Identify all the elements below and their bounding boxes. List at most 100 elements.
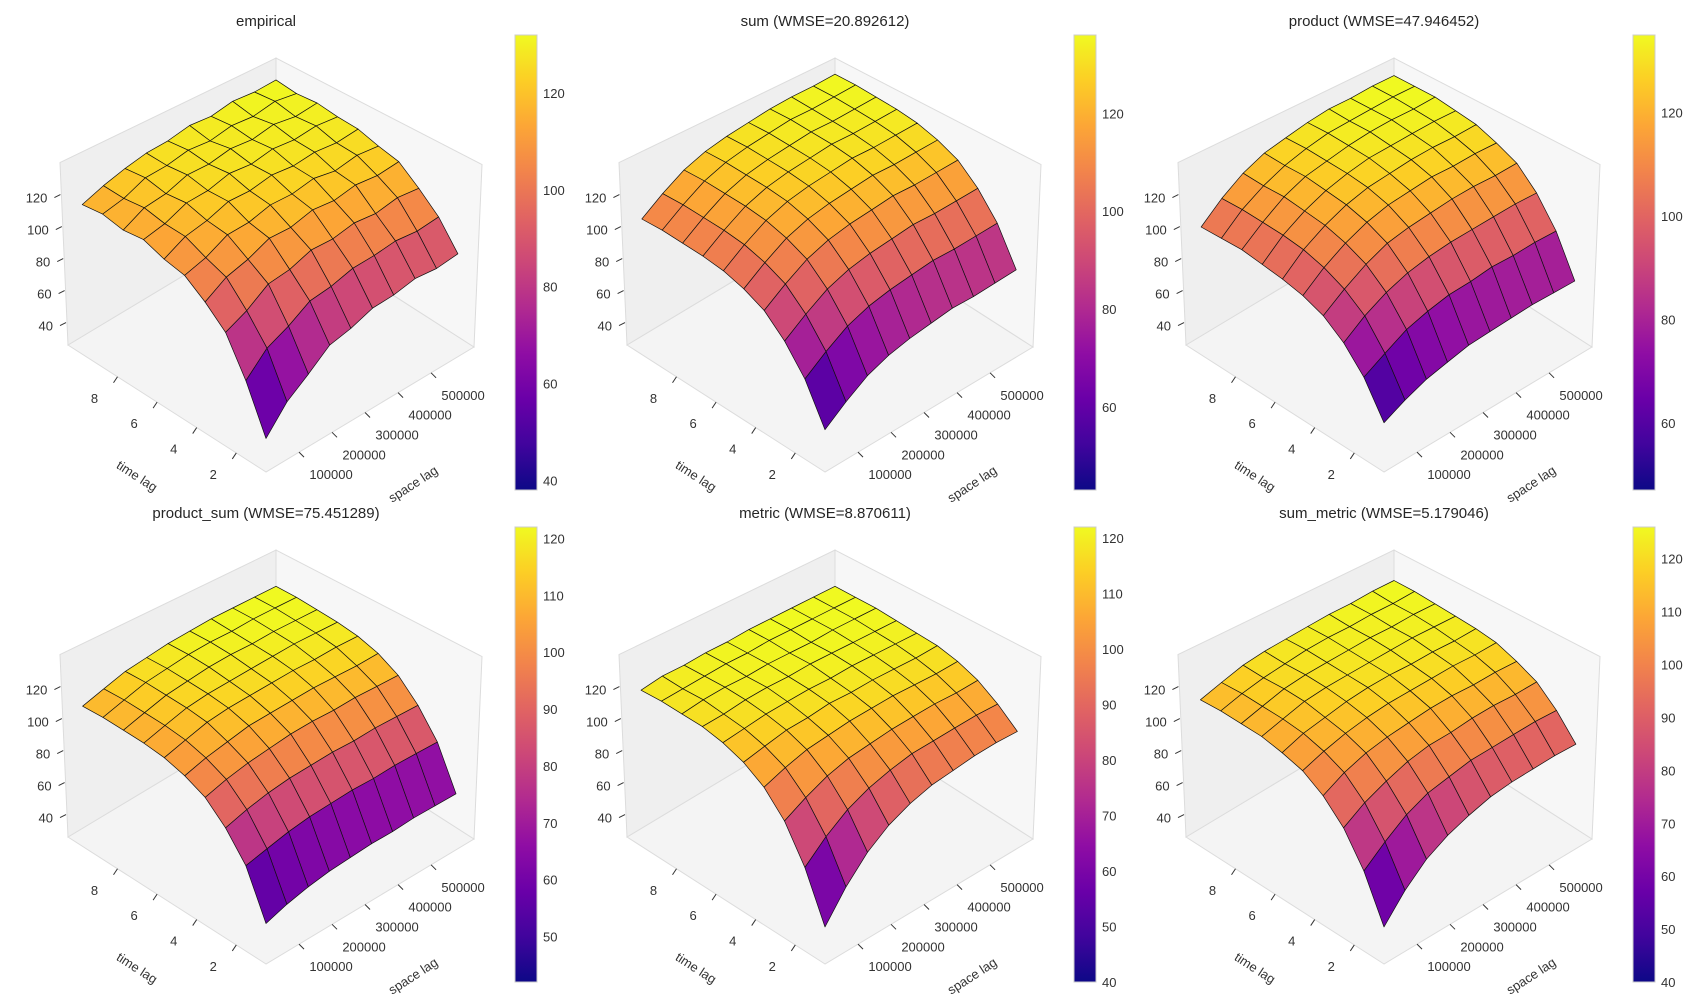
z-tick-label: 60 xyxy=(1155,287,1169,302)
z-tick-mark xyxy=(1176,782,1183,787)
colorbar-tick-label: 100 xyxy=(1661,209,1683,224)
z-tick-label: 60 xyxy=(37,779,51,794)
colorbar-tick-label: 120 xyxy=(543,86,565,101)
z-tick-label: 80 xyxy=(1154,255,1168,270)
space-axis-label: space lag xyxy=(945,955,1000,998)
colorbar-tick-label: 70 xyxy=(1661,816,1675,831)
space-tick-mark xyxy=(298,943,305,950)
time-tick-mark xyxy=(751,427,757,434)
space-tick-mark xyxy=(1482,412,1489,418)
z-tick-label: 120 xyxy=(1144,683,1166,698)
subplot-product_sum: product_sum (WMSE=75.451289) 40 60 80 100 120… xyxy=(0,492,565,997)
colorbar-tick-label: 120 xyxy=(1102,106,1124,121)
time-tick-label: 2 xyxy=(1328,959,1335,974)
colorbar-tick-label: 40 xyxy=(1102,975,1116,990)
space-tick-mark xyxy=(923,412,930,418)
z-tick-label: 60 xyxy=(37,287,51,302)
colorbar-tick-label: 80 xyxy=(1102,302,1116,317)
space-tick-mark xyxy=(397,884,404,890)
subplot-title: product (WMSE=47.946452) xyxy=(1289,13,1480,30)
z-tick-label: 100 xyxy=(27,223,49,238)
space-tick-label: 500000 xyxy=(1000,880,1043,895)
z-tick-label: 100 xyxy=(1145,715,1167,730)
space-tick-label: 100000 xyxy=(1427,959,1470,974)
space-tick-mark xyxy=(1449,431,1456,438)
subplot-title: product_sum (WMSE=75.451289) xyxy=(152,505,379,522)
z-tick-mark xyxy=(56,258,64,263)
space-tick-mark xyxy=(956,884,963,890)
z-tick-label: 100 xyxy=(586,223,608,238)
colorbar-tick-label: 40 xyxy=(543,473,557,488)
z-tick-label: 40 xyxy=(1157,319,1171,334)
space-tick-label: 200000 xyxy=(901,939,944,954)
space-tick-label: 400000 xyxy=(1526,900,1569,915)
colorbar-tick-label: 110 xyxy=(1661,605,1682,620)
time-tick-mark xyxy=(192,427,198,434)
time-tick-mark xyxy=(711,401,717,409)
time-axis-label: time lag xyxy=(114,457,160,494)
surface xyxy=(1200,75,1576,424)
z-tick-mark xyxy=(59,814,67,819)
colorbar-tick-label: 50 xyxy=(543,930,557,945)
time-tick-label: 2 xyxy=(769,959,776,974)
surface-cell xyxy=(245,347,288,439)
space-tick-label: 400000 xyxy=(1526,408,1569,423)
colorbar-tick-label: 70 xyxy=(1102,809,1116,824)
subplot-empirical: empirical 40 60 80 100 120 2 4 6 8 100000 200000 300… xyxy=(0,0,565,505)
surface-plot: product (WMSE=47.946452) 40 60 80 100 120 2 4 6 8… xyxy=(1144,13,1683,505)
surface-cell xyxy=(804,351,847,431)
z-tick-mark xyxy=(58,782,65,787)
subplot-metric: metric (WMSE=8.870611) 40 60 80 100 120 2 4 6 8 10… xyxy=(559,492,1124,997)
time-tick-mark xyxy=(192,919,198,926)
surface xyxy=(82,585,457,924)
space-tick-mark xyxy=(1482,904,1489,910)
space-tick-label: 400000 xyxy=(408,900,451,915)
z-tick-mark xyxy=(614,226,622,231)
z-tick-mark xyxy=(1172,686,1179,691)
space-tick-label: 200000 xyxy=(901,447,944,462)
colorbar-tick-label: 100 xyxy=(543,645,565,660)
time-tick-mark xyxy=(231,944,237,952)
colorbar-tick-label: 60 xyxy=(543,377,557,392)
z-tick-label: 120 xyxy=(585,683,607,698)
z-tick-label: 80 xyxy=(595,747,609,762)
colorbar-tick-label: 120 xyxy=(1102,531,1124,546)
space-tick-mark xyxy=(397,392,404,398)
z-tick-mark xyxy=(55,718,63,723)
space-tick-mark xyxy=(1449,923,1456,930)
time-tick-label: 6 xyxy=(130,416,137,431)
colorbar-tick-label: 100 xyxy=(1102,204,1124,219)
subplot-title: metric (WMSE=8.870611) xyxy=(739,505,911,522)
space-tick-mark xyxy=(1548,864,1555,871)
space-tick-label: 200000 xyxy=(342,447,385,462)
time-tick-label: 2 xyxy=(210,467,217,482)
surface xyxy=(641,73,1017,431)
z-tick-label: 100 xyxy=(1145,223,1167,238)
z-tick-label: 40 xyxy=(598,811,612,826)
space-axis-label: space lag xyxy=(386,955,441,998)
time-tick-label: 4 xyxy=(170,442,177,457)
subplot-title: sum_metric (WMSE=5.179046) xyxy=(1279,505,1489,522)
space-tick-label: 100000 xyxy=(868,467,911,482)
subplot-sum_metric: sum_metric (WMSE=5.179046) 40 60 80 100 120 2 4… xyxy=(1118,492,1683,997)
colorbar-tick-label: 50 xyxy=(1661,922,1675,937)
colorbar-tick-label: 60 xyxy=(1661,416,1675,431)
space-tick-mark xyxy=(331,431,338,438)
surface-plot: empirical 40 60 80 100 120 2 4 6 8 100000 200000 300… xyxy=(26,13,565,505)
time-tick-mark xyxy=(113,868,118,876)
space-tick-mark xyxy=(857,943,864,950)
space-tick-label: 200000 xyxy=(1460,939,1503,954)
space-tick-label: 400000 xyxy=(967,408,1010,423)
z-tick-mark xyxy=(614,718,622,723)
colorbar-tick-label: 80 xyxy=(1102,753,1116,768)
subplot-sum: sum (WMSE=20.892612) 40 60 80 100 120 2 4 6 8 1000… xyxy=(559,0,1124,505)
colorbar-tick-label: 60 xyxy=(1102,400,1116,415)
time-tick-mark xyxy=(1349,944,1355,952)
space-tick-mark xyxy=(1416,943,1423,950)
space-tick-mark xyxy=(890,923,897,930)
space-tick-mark xyxy=(430,864,437,871)
z-tick-mark xyxy=(613,686,620,691)
z-tick-mark xyxy=(1174,258,1182,263)
space-tick-label: 300000 xyxy=(375,919,418,934)
